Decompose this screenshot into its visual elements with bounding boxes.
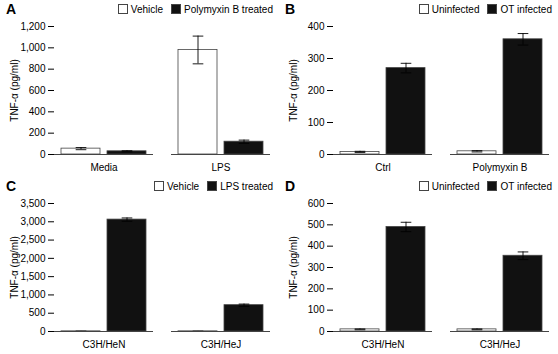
svg-text:400: 400 xyxy=(29,106,46,117)
svg-text:1,200: 1,200 xyxy=(20,21,45,32)
svg-text:LPS: LPS xyxy=(212,162,231,173)
svg-text:TNF-α (pg/ml): TNF-α (pg/ml) xyxy=(288,59,299,121)
svg-text:C3H/HeJ: C3H/HeJ xyxy=(201,339,242,350)
svg-text:200: 200 xyxy=(308,85,325,96)
svg-text:300: 300 xyxy=(308,262,325,273)
svg-text:Media: Media xyxy=(90,162,118,173)
html-text:Vehicle: Vehicle xyxy=(166,180,200,192)
html-text:B: B xyxy=(285,1,296,17)
svg-text:400: 400 xyxy=(308,21,325,32)
svg-text:0: 0 xyxy=(319,149,325,160)
html-text:OT infected: OT infected xyxy=(500,180,552,192)
html-text:Uninfected: Uninfected xyxy=(431,180,480,192)
svg-text:TNF-α (pg/ml): TNF-α (pg/ml) xyxy=(288,236,299,298)
svg-text:400: 400 xyxy=(308,240,325,251)
svg-text:3,000: 3,000 xyxy=(20,216,45,227)
svg-text:C3H/HeN: C3H/HeN xyxy=(362,339,405,350)
svg-text:1,000: 1,000 xyxy=(20,289,45,300)
svg-text:500: 500 xyxy=(308,219,325,230)
html-text:D: D xyxy=(285,178,296,194)
svg-text:800: 800 xyxy=(29,63,46,74)
svg-text:600: 600 xyxy=(308,198,325,209)
html-text:Polymyxin B treated: Polymyxin B treated xyxy=(184,3,273,15)
svg-text:2,500: 2,500 xyxy=(20,234,45,245)
svg-text:0: 0 xyxy=(40,326,46,337)
html-text:LPS treated: LPS treated xyxy=(220,180,273,192)
svg-text:200: 200 xyxy=(308,283,325,294)
svg-text:0: 0 xyxy=(319,326,325,337)
svg-text:500: 500 xyxy=(29,307,46,318)
svg-text:TNF-α (pg/ml): TNF-α (pg/ml) xyxy=(9,59,20,121)
svg-text:3,500: 3,500 xyxy=(20,198,45,209)
html-text:Vehicle: Vehicle xyxy=(130,3,164,15)
svg-text:C3H/HeJ: C3H/HeJ xyxy=(480,339,521,350)
svg-text:C3H/HeN: C3H/HeN xyxy=(83,339,126,350)
svg-text:Ctrl: Ctrl xyxy=(375,162,391,173)
html-text:Uninfected: Uninfected xyxy=(431,3,480,15)
svg-text:TNF-α (pg/ml): TNF-α (pg/ml) xyxy=(9,236,20,298)
svg-text:600: 600 xyxy=(29,85,46,96)
svg-text:1,000: 1,000 xyxy=(20,42,45,53)
svg-text:1,500: 1,500 xyxy=(20,271,45,282)
svg-text:100: 100 xyxy=(308,304,325,315)
html-text:C: C xyxy=(6,178,17,194)
html-text:OT infected: OT infected xyxy=(500,3,552,15)
svg-text:100: 100 xyxy=(308,117,325,128)
svg-text:2,000: 2,000 xyxy=(20,253,45,264)
svg-text:0: 0 xyxy=(40,149,46,160)
svg-text:200: 200 xyxy=(29,127,46,138)
svg-text:300: 300 xyxy=(308,53,325,64)
html-text:A: A xyxy=(6,1,17,17)
svg-text:Polymyxin B: Polymyxin B xyxy=(472,162,527,173)
